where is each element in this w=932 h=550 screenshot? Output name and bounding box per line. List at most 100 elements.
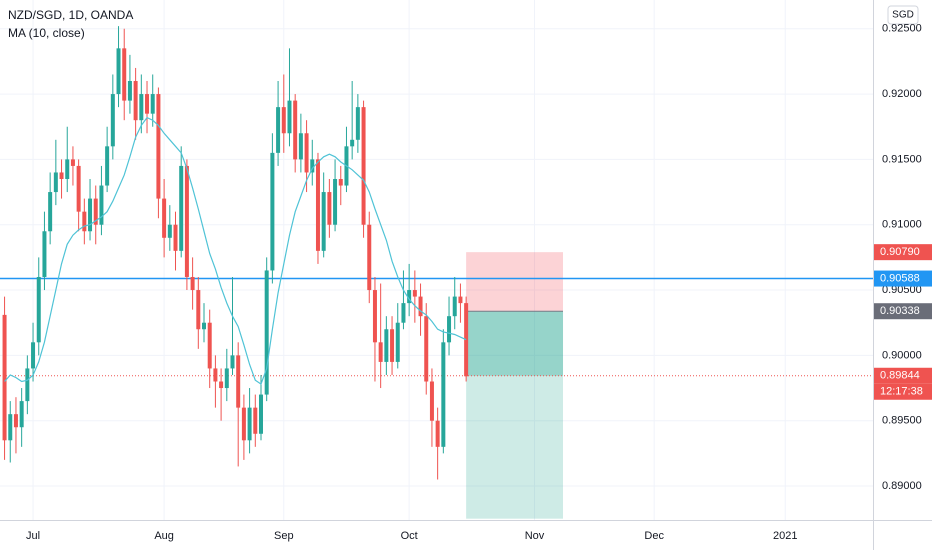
y-tick-label: 0.92500 bbox=[882, 23, 922, 35]
candle-body bbox=[190, 276, 195, 291]
candle-body bbox=[441, 342, 446, 447]
candle-body bbox=[116, 48, 121, 95]
candle-body bbox=[458, 296, 463, 304]
candle-body bbox=[447, 316, 452, 343]
candle-body bbox=[355, 107, 360, 140]
candle-body bbox=[2, 314, 7, 441]
ma-line bbox=[4, 116, 467, 386]
price-label-bg bbox=[874, 303, 932, 320]
candle-body bbox=[48, 192, 53, 232]
candle-body bbox=[156, 94, 161, 199]
candle-body bbox=[139, 94, 144, 121]
candle-body bbox=[105, 146, 110, 186]
target-zone bbox=[466, 311, 564, 519]
x-tick-label: Dec bbox=[644, 530, 664, 542]
candle-body bbox=[150, 94, 155, 114]
candle-body bbox=[207, 322, 212, 369]
candle-body bbox=[93, 198, 98, 225]
candle-body bbox=[304, 133, 309, 173]
candle-body bbox=[407, 290, 412, 304]
indicator-label: MA (10, close) bbox=[8, 26, 85, 40]
chart-title: NZD/SGD, 1D, OANDA bbox=[8, 8, 133, 22]
candle-body bbox=[401, 303, 406, 323]
y-tick-label: 0.92000 bbox=[882, 88, 922, 100]
plot-area bbox=[0, 0, 873, 520]
candle-body bbox=[429, 381, 434, 421]
y-tick-label: 0.91500 bbox=[882, 153, 922, 165]
x-tick-label: Jul bbox=[26, 530, 40, 542]
price-label-bg bbox=[874, 270, 932, 287]
y-tick-label: 0.89000 bbox=[882, 480, 922, 492]
candle-body bbox=[42, 231, 47, 277]
candle-body bbox=[327, 192, 332, 225]
profit-zone bbox=[466, 311, 564, 376]
candle-body bbox=[264, 270, 269, 395]
y-tick-label: 0.89500 bbox=[882, 415, 922, 427]
candle-body bbox=[338, 178, 343, 186]
candle-body bbox=[293, 100, 298, 160]
x-tick-label: Oct bbox=[401, 530, 418, 542]
candle-body bbox=[133, 81, 138, 121]
candle-body bbox=[162, 198, 167, 238]
candle-body bbox=[8, 414, 13, 441]
candle-body bbox=[202, 322, 207, 330]
candle-body bbox=[253, 407, 258, 434]
candle-body bbox=[145, 94, 150, 114]
candle-body bbox=[418, 296, 423, 317]
x-tick-label: Aug bbox=[154, 530, 174, 542]
candle-body bbox=[25, 368, 30, 402]
countdown-bg bbox=[874, 383, 932, 400]
candle-body bbox=[390, 329, 395, 362]
candle-body bbox=[378, 342, 383, 362]
candle-body bbox=[241, 407, 246, 441]
candle-body bbox=[179, 165, 184, 251]
candle-body bbox=[361, 107, 366, 225]
candle-body bbox=[247, 407, 252, 441]
candle-body bbox=[99, 185, 104, 225]
candle-body bbox=[36, 276, 41, 343]
currency-box[interactable] bbox=[887, 5, 919, 25]
price-label: 0.90790 bbox=[880, 246, 920, 258]
candle-body bbox=[310, 159, 315, 173]
candle-body bbox=[452, 296, 457, 317]
candle-body bbox=[122, 48, 127, 101]
candle-body bbox=[70, 159, 75, 166]
candle-body bbox=[53, 172, 58, 193]
candle-body bbox=[65, 159, 70, 179]
candle-body bbox=[435, 420, 440, 447]
candle-body bbox=[76, 165, 81, 212]
candle-body bbox=[88, 198, 93, 232]
candle-body bbox=[184, 165, 189, 277]
price-label: 0.90588 bbox=[880, 272, 920, 284]
currency-label[interactable]: SGD bbox=[892, 10, 914, 21]
price-label: 0.89844 bbox=[880, 370, 920, 382]
candle-body bbox=[412, 290, 417, 297]
candle-body bbox=[167, 224, 172, 238]
candle-body bbox=[372, 290, 377, 343]
candle-body bbox=[395, 322, 400, 362]
candle-body bbox=[31, 342, 36, 369]
candle-body bbox=[298, 133, 303, 160]
candle-body bbox=[281, 107, 286, 134]
candle-body bbox=[82, 211, 87, 232]
candle-body bbox=[219, 381, 224, 389]
y-tick-label: 0.90500 bbox=[882, 284, 922, 296]
candle-body bbox=[384, 329, 389, 362]
candle-body bbox=[321, 192, 326, 251]
candle-body bbox=[127, 81, 132, 101]
candle-body bbox=[173, 224, 178, 251]
candle-body bbox=[59, 172, 64, 179]
candle-body bbox=[110, 94, 115, 147]
candle-body bbox=[367, 224, 372, 291]
price-label-bg bbox=[874, 244, 932, 261]
countdown: 12:17:38 bbox=[880, 386, 923, 398]
candle-body bbox=[270, 152, 275, 271]
candle-body bbox=[315, 159, 320, 251]
candle-body bbox=[464, 303, 469, 377]
candle-body bbox=[236, 355, 241, 408]
candle-body bbox=[424, 316, 429, 382]
price-label-bg bbox=[874, 367, 932, 384]
y-tick-label: 0.91000 bbox=[882, 219, 922, 231]
